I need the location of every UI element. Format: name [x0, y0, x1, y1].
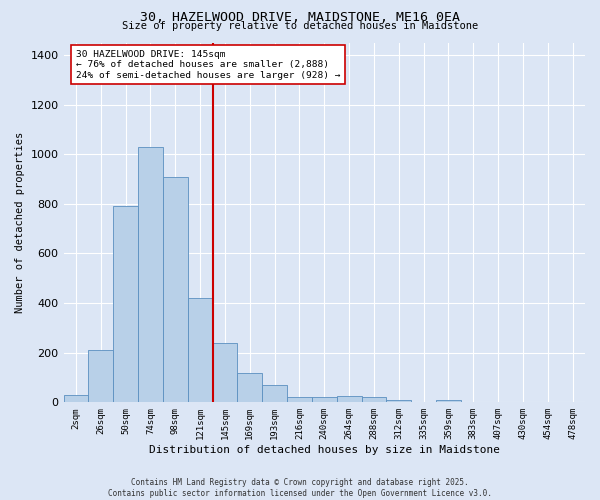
- Bar: [337, 396, 362, 402]
- Bar: [238, 372, 262, 402]
- Bar: [287, 398, 312, 402]
- Bar: [88, 350, 113, 403]
- Bar: [212, 343, 238, 402]
- Text: Contains HM Land Registry data © Crown copyright and database right 2025.
Contai: Contains HM Land Registry data © Crown c…: [108, 478, 492, 498]
- Bar: [163, 176, 188, 402]
- Bar: [436, 400, 461, 402]
- Bar: [312, 398, 337, 402]
- Bar: [362, 398, 386, 402]
- Text: Size of property relative to detached houses in Maidstone: Size of property relative to detached ho…: [122, 21, 478, 31]
- X-axis label: Distribution of detached houses by size in Maidstone: Distribution of detached houses by size …: [149, 445, 500, 455]
- Text: 30, HAZELWOOD DRIVE, MAIDSTONE, ME16 0EA: 30, HAZELWOOD DRIVE, MAIDSTONE, ME16 0EA: [140, 11, 460, 24]
- Bar: [138, 146, 163, 402]
- Y-axis label: Number of detached properties: Number of detached properties: [15, 132, 25, 313]
- Bar: [386, 400, 411, 402]
- Bar: [113, 206, 138, 402]
- Bar: [262, 385, 287, 402]
- Bar: [188, 298, 212, 403]
- Bar: [64, 395, 88, 402]
- Text: 30 HAZELWOOD DRIVE: 145sqm
← 76% of detached houses are smaller (2,888)
24% of s: 30 HAZELWOOD DRIVE: 145sqm ← 76% of deta…: [76, 50, 341, 80]
